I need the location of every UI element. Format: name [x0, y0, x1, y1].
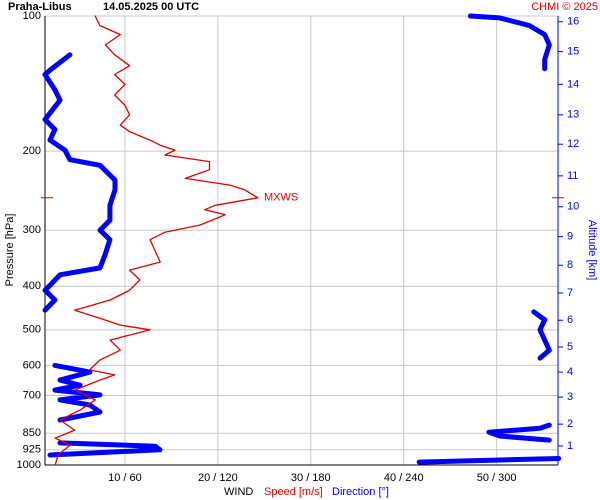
legend-entry: Speed [m/s]: [264, 486, 323, 498]
y2-tick-label: 5: [567, 341, 573, 353]
speed-line: [54, 15, 259, 466]
y-tick-label: 100: [23, 10, 41, 22]
x-tick-label: 30 / 180: [291, 472, 331, 484]
y2-tick-label: 3: [567, 391, 573, 403]
y2-tick-label: 8: [567, 259, 573, 271]
y2-tick-label: 2: [567, 418, 573, 430]
y2-tick-label: 1: [567, 440, 573, 452]
y-tick-label: 850: [23, 427, 41, 439]
y2-tick-label: 14: [567, 78, 579, 90]
annotation: MXWS: [264, 192, 298, 204]
y2-tick-label: 4: [567, 366, 573, 378]
y-tick-label: 700: [23, 389, 41, 401]
y2-axis-label: Altitude [km]: [586, 220, 598, 281]
y2-tick-label: 7: [567, 287, 573, 299]
y-axis-label: Pressure [hPa]: [4, 214, 16, 287]
chart-subtitle: 14.05.2025 00 UTC: [103, 1, 199, 13]
y2-tick-label: 16: [567, 16, 579, 28]
y-tick-label: 200: [23, 145, 41, 157]
y-tick-label: 400: [23, 280, 41, 292]
x-tick-label: 20 / 120: [198, 472, 238, 484]
y-tick-label: 300: [23, 224, 41, 236]
y2-tick-label: 10: [567, 201, 579, 213]
x-axis-label: WIND: [224, 486, 253, 498]
direction-line: [42, 13, 562, 465]
credit: CHMI © 2025: [531, 1, 598, 13]
x-tick-label: 10 / 60: [108, 472, 142, 484]
y-tick-label: 925: [23, 444, 41, 456]
legend-entry: Direction [°]: [332, 486, 389, 498]
y2-tick-label: 12: [567, 138, 579, 150]
y2-tick-label: 6: [567, 314, 573, 326]
y2-tick-label: 15: [567, 45, 579, 57]
y2-tick-label: 11: [567, 170, 578, 182]
x-tick-label: 50 / 300: [477, 472, 517, 484]
y-tick-label: 500: [23, 324, 41, 336]
y-tick-label: 1000: [17, 459, 41, 471]
y2-tick-label: 13: [567, 109, 579, 121]
y2-tick-label: 9: [567, 231, 573, 243]
x-tick-label: 40 / 240: [384, 472, 424, 484]
y-tick-label: 600: [23, 359, 41, 371]
chart-title: Praha-Libus: [8, 1, 72, 13]
